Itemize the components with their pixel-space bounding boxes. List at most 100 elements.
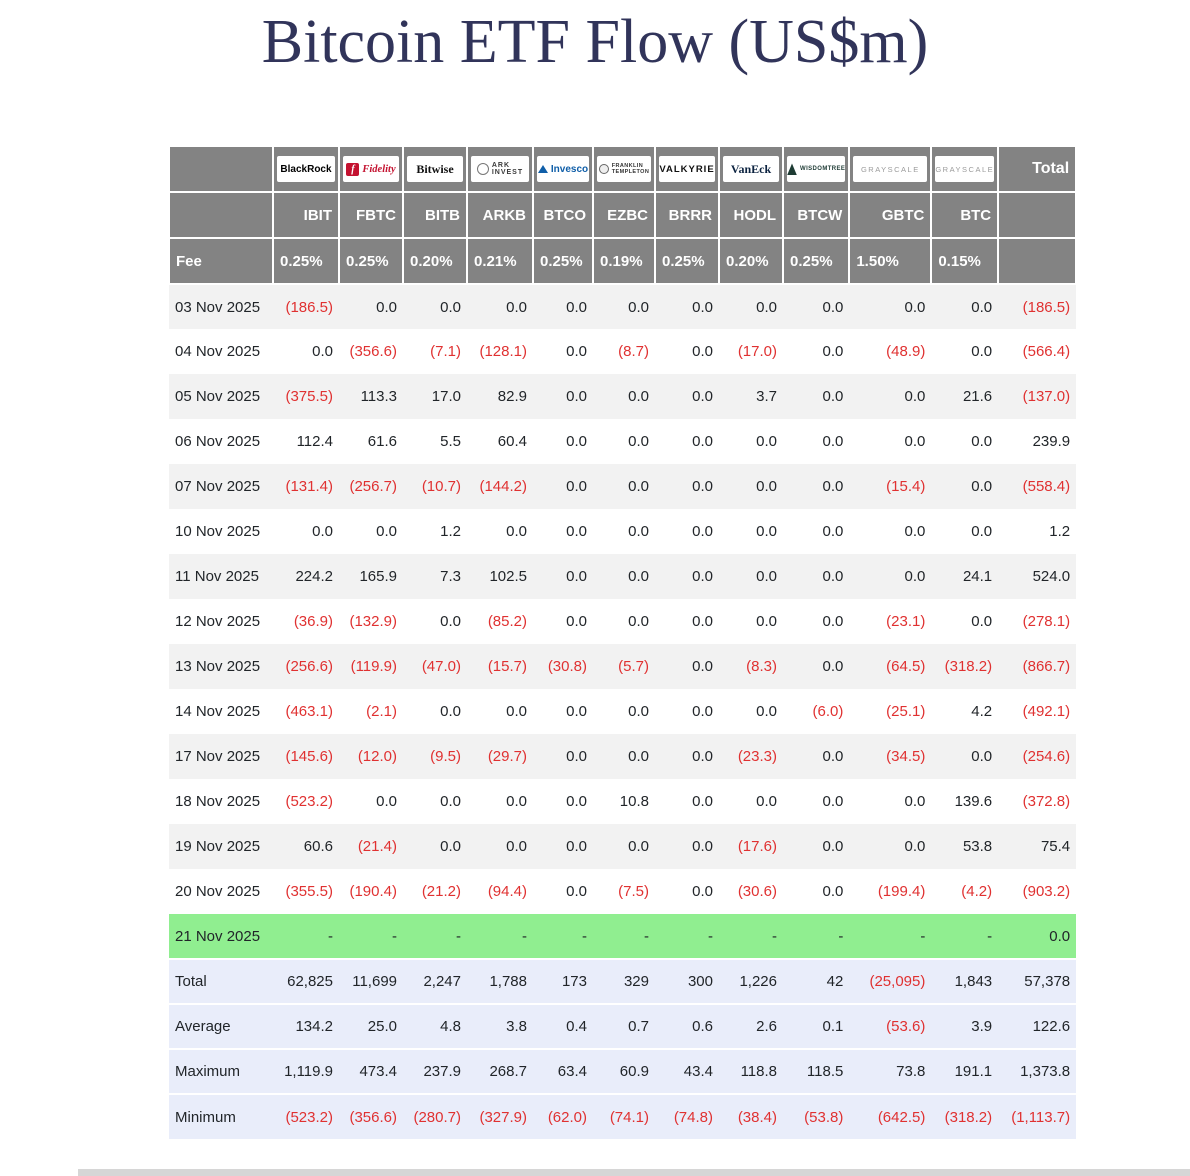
flow-brrr: 0.0 (655, 869, 719, 915)
fee-brrr: 0.25% (654, 237, 720, 286)
flow-arkb: - (467, 914, 533, 960)
date-label: 06 Nov 2025 (169, 419, 273, 465)
flow-ezbc: - (593, 914, 655, 960)
ticker-brrr: BRRR (654, 191, 720, 240)
brand-logo-btc: GRAYSCALE (930, 145, 1000, 194)
summary-brrr: (74.8) (655, 1093, 719, 1140)
flow-arkb: (15.7) (467, 644, 533, 690)
date-row-05-nov-2025: 05 Nov 2025 (375.5) 113.3 17.0 82.9 0.0 0.0 0.0… (169, 374, 1077, 420)
summary-brrr: 0.6 (655, 1003, 719, 1050)
summary-label: Total (169, 958, 273, 1005)
fee-btcw: 0.25% (781, 237, 851, 286)
flow-fbtc: 0.0 (339, 509, 403, 555)
flow-btc: 0.0 (931, 599, 999, 645)
flow-ezbc: (7.5) (593, 869, 655, 915)
flow-ibit: 112.4 (273, 419, 339, 465)
flow-btc: 0.0 (931, 284, 999, 330)
flow-total: 75.4 (998, 824, 1077, 870)
flow-hodl: 0.0 (719, 689, 783, 735)
date-label: 13 Nov 2025 (169, 644, 273, 690)
flow-arkb: (85.2) (467, 599, 533, 645)
flow-btco: 0.0 (533, 734, 593, 780)
flow-fbtc: 0.0 (339, 779, 403, 825)
flow-bitb: 0.0 (403, 779, 467, 825)
summary-ezbc: 0.7 (593, 1003, 655, 1050)
flow-btcw: 0.0 (783, 284, 850, 330)
date-row-11-nov-2025: 11 Nov 2025 224.2 165.9 7.3 102.5 0.0 0.0 0.0 0.… (169, 554, 1077, 600)
summary-ezbc: 329 (593, 958, 655, 1005)
flow-ezbc: 0.0 (593, 509, 655, 555)
brand-logo-ezbc: FRANKLIN TEMPLETON (592, 145, 656, 194)
flow-bitb: (21.2) (403, 869, 467, 915)
brand-logo-ibit: BlackRock (272, 145, 340, 194)
flow-arkb: (128.1) (467, 329, 533, 375)
summary-gbtc: (53.6) (849, 1003, 932, 1050)
fee-bitb: 0.20% (402, 237, 468, 286)
flow-gbtc: 0.0 (849, 284, 932, 330)
flow-btc: 0.0 (931, 509, 999, 555)
date-row-21-nov-2025: 21 Nov 2025- - - - - - - - - - -0.0 (169, 914, 1077, 960)
flow-fbtc: 61.6 (339, 419, 403, 465)
flow-fbtc: 165.9 (339, 554, 403, 600)
flow-btco: 0.0 (533, 509, 593, 555)
date-label: 07 Nov 2025 (169, 464, 273, 510)
flow-btc: (4.2) (931, 869, 999, 915)
btcw-logo: WISDOMTREE (787, 156, 846, 183)
summary-ezbc: (74.1) (593, 1093, 655, 1140)
franklin-head-icon (598, 164, 609, 175)
gbtc-logo: GRAYSCALE (853, 156, 928, 183)
flow-total: (492.1) (998, 689, 1077, 735)
flow-bitb: (10.7) (403, 464, 467, 510)
flow-arkb: 0.0 (467, 824, 533, 870)
flow-btco: 0.0 (533, 464, 593, 510)
summary-ibit: 134.2 (273, 1003, 339, 1050)
ezbc-logo: FRANKLIN TEMPLETON (597, 156, 651, 183)
summary-label: Average (169, 1003, 273, 1050)
date-row-14-nov-2025: 14 Nov 2025 (463.1) (2.1) 0.0 0.0 0.0 0.0 0.0 0.… (169, 689, 1077, 735)
summary-ibit: 62,825 (273, 958, 339, 1005)
flow-btc: (318.2) (931, 644, 999, 690)
fidelity-f-icon: f (346, 162, 360, 176)
flow-gbtc: 0.0 (849, 509, 932, 555)
flow-btco: 0.0 (533, 329, 593, 375)
total-column-header: Total (997, 145, 1078, 194)
flow-btcw: 0.0 (783, 869, 850, 915)
flow-fbtc: 113.3 (339, 374, 403, 420)
summary-hodl: 1,226 (719, 958, 783, 1005)
flow-btcw: (6.0) (783, 689, 850, 735)
flow-fbtc: (190.4) (339, 869, 403, 915)
flow-ezbc: 0.0 (593, 689, 655, 735)
date-label: 05 Nov 2025 (169, 374, 273, 420)
flow-ibit: (523.2) (273, 779, 339, 825)
flow-arkb: 0.0 (467, 689, 533, 735)
flow-gbtc: (23.1) (849, 599, 932, 645)
flow-hodl: (17.6) (719, 824, 783, 870)
flow-hodl: 0.0 (719, 599, 783, 645)
flow-hodl: 0.0 (719, 779, 783, 825)
fee-btc: 0.15% (930, 237, 1000, 286)
flow-total: (278.1) (998, 599, 1077, 645)
fee-row-label: Fee (168, 237, 274, 286)
summary-btcw: 118.5 (783, 1048, 850, 1095)
date-label: 12 Nov 2025 (169, 599, 273, 645)
date-row-10-nov-2025: 10 Nov 2025 0.0 0.0 1.2 0.0 0.0 0.0 0.0 0.0 0.0 0.… (169, 509, 1077, 555)
flow-ezbc: (5.7) (593, 644, 655, 690)
flow-btcw: 0.0 (783, 644, 850, 690)
flow-arkb: (144.2) (467, 464, 533, 510)
table-body: 03 Nov 2025 (186.5) 0.0 0.0 0.0 0.0 0.0 0.0 0.0 0… (169, 284, 1077, 1140)
summary-arkb: 1,788 (467, 958, 533, 1005)
flow-fbtc: 0.0 (339, 284, 403, 330)
flow-bitb: 1.2 (403, 509, 467, 555)
summary-btco: 173 (533, 958, 593, 1005)
invesco-triangle-icon (537, 165, 548, 174)
bitb-logo: Bitwise (407, 156, 463, 183)
date-row-19-nov-2025: 19 Nov 2025 60.6 (21.4) 0.0 0.0 0.0 0.0 0.0 (17.… (169, 824, 1077, 870)
summary-btcw: 0.1 (783, 1003, 850, 1050)
flow-brrr: 0.0 (655, 419, 719, 465)
flow-btc: 21.6 (931, 374, 999, 420)
flow-arkb: 0.0 (467, 284, 533, 330)
summary-gbtc: (642.5) (849, 1093, 932, 1140)
flow-gbtc: (199.4) (849, 869, 932, 915)
flow-btc: 0.0 (931, 734, 999, 780)
